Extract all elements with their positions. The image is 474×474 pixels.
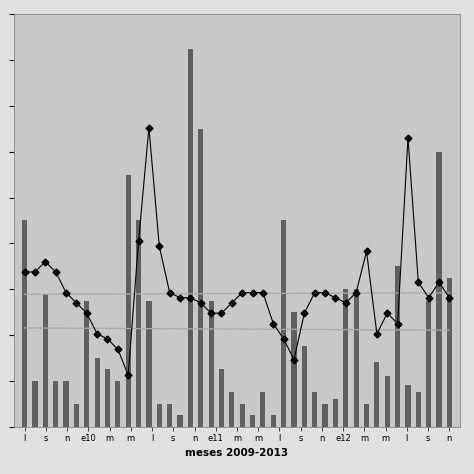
Bar: [53, 381, 58, 427]
Bar: [126, 174, 131, 427]
Bar: [209, 301, 214, 427]
Bar: [333, 399, 338, 427]
Bar: [198, 129, 203, 427]
Bar: [219, 369, 224, 427]
Bar: [302, 346, 307, 427]
Bar: [281, 220, 286, 427]
Bar: [64, 381, 69, 427]
Bar: [395, 266, 400, 427]
Bar: [115, 381, 120, 427]
Bar: [250, 415, 255, 427]
Bar: [105, 369, 110, 427]
Bar: [437, 152, 442, 427]
Bar: [43, 294, 48, 427]
Bar: [229, 392, 235, 427]
Bar: [188, 49, 193, 427]
Bar: [271, 415, 276, 427]
Bar: [260, 392, 265, 427]
Bar: [239, 404, 245, 427]
Bar: [167, 404, 172, 427]
Bar: [136, 220, 141, 427]
Bar: [22, 220, 27, 427]
Bar: [157, 404, 162, 427]
Bar: [447, 278, 452, 427]
Bar: [405, 385, 410, 427]
X-axis label: meses 2009-2013: meses 2009-2013: [185, 448, 289, 458]
Bar: [354, 289, 359, 427]
Bar: [426, 301, 431, 427]
Bar: [74, 404, 79, 427]
Bar: [385, 376, 390, 427]
Bar: [416, 392, 421, 427]
Bar: [292, 312, 297, 427]
Bar: [343, 289, 348, 427]
Bar: [374, 363, 380, 427]
Bar: [94, 358, 100, 427]
Bar: [146, 301, 152, 427]
Bar: [177, 415, 182, 427]
Bar: [32, 381, 37, 427]
Bar: [312, 392, 317, 427]
Bar: [364, 404, 369, 427]
Bar: [84, 301, 89, 427]
Bar: [322, 404, 328, 427]
